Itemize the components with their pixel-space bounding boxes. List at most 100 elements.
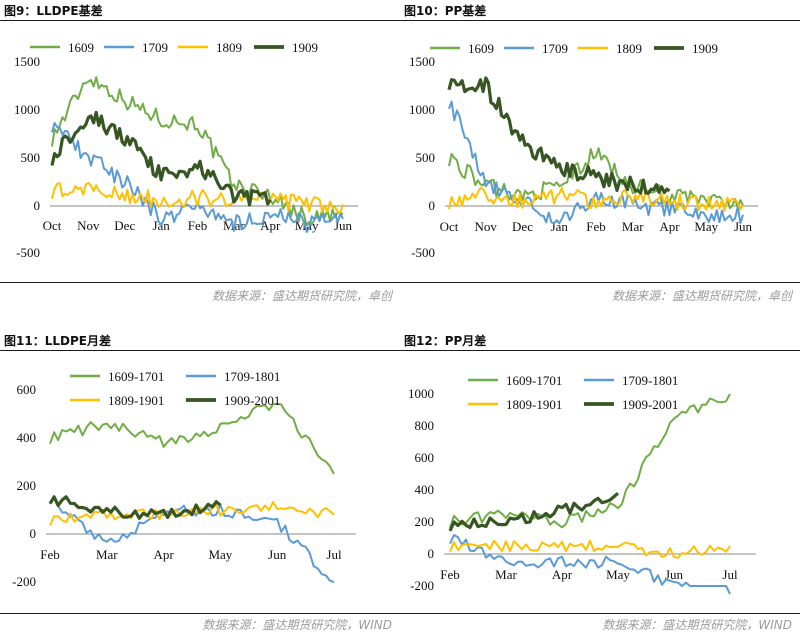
y-tick-label: 600 <box>17 382 37 397</box>
title-rule <box>0 350 400 351</box>
x-tick-label: Nov <box>475 219 498 234</box>
series-line <box>449 393 731 529</box>
title-rule <box>400 350 800 351</box>
x-tick-label: Mar <box>96 547 118 562</box>
series-line <box>449 539 731 559</box>
y-tick-label: -200 <box>12 574 36 589</box>
title-rule <box>400 20 800 21</box>
legend-label: 1709 <box>542 41 568 56</box>
x-tick-label: Mar <box>495 567 517 582</box>
y-tick-label: 0 <box>428 546 435 561</box>
x-tick-label: May <box>208 547 232 562</box>
y-tick-label: 400 <box>415 482 435 497</box>
y-tick-label: 0 <box>429 198 436 213</box>
series-line <box>51 181 344 214</box>
panel-lldpe-spread: 图11：LLDPE月差 600 400 200 0 -200 Feb Mar Apr May Ju… <box>0 318 400 636</box>
y-tick-label: 600 <box>415 450 435 465</box>
y-tick-label: 200 <box>17 478 37 493</box>
series-line <box>51 76 344 227</box>
series-line <box>48 495 222 520</box>
legend-label: 1909 <box>292 40 318 55</box>
legend-label: 1809 <box>616 41 642 56</box>
y-tick-label: 1000 <box>14 102 40 117</box>
x-tick-label: Dec <box>512 219 533 234</box>
panel-lldpe-basis: 图9：LLDPE基差 1500 1000 500 0 -500 Oct Nov Dec Jan F… <box>0 0 400 318</box>
chart-svg: 600 400 200 0 -200 Feb Mar Apr May Jun Jul 1609-170… <box>12 369 356 589</box>
y-tick-label: 500 <box>21 150 41 165</box>
x-tick-label: Oct <box>43 218 62 233</box>
panel-pp-basis: 图10：PP基差 1500 1000 500 0 -500 Oct Nov Dec Jan Feb… <box>400 0 800 318</box>
x-tick-label: May <box>694 219 718 234</box>
y-tick-label: -500 <box>411 245 435 260</box>
x-tick-label: Feb <box>188 218 208 233</box>
source-note: 数据来源：盛达期货研究院，WIND <box>602 618 792 632</box>
chart-title: 图9：LLDPE基差 <box>4 4 103 18</box>
y-tick-label: -200 <box>410 578 434 593</box>
series-line <box>49 501 335 526</box>
x-tick-label: Feb <box>586 219 606 234</box>
x-tick-label: Dec <box>114 218 135 233</box>
series-line <box>448 186 744 212</box>
x-tick-label: Apr <box>552 567 573 582</box>
legend-label: 1909-2001 <box>224 393 280 408</box>
x-tick-label: Jul <box>326 547 342 562</box>
legend-label: 1809-1901 <box>506 397 562 412</box>
y-tick-label: 200 <box>415 514 435 529</box>
x-tick-label: Feb <box>440 567 460 582</box>
legend-label: 1909-2001 <box>622 397 678 412</box>
legend-label: 1709-1801 <box>622 373 678 388</box>
series-line <box>448 100 744 225</box>
x-tick-label: Jul <box>722 567 738 582</box>
x-tick-label: Jun <box>734 219 753 234</box>
y-tick-label: 0 <box>34 198 41 213</box>
x-tick-label: Mar <box>622 219 644 234</box>
y-tick-label: 1500 <box>409 54 435 69</box>
legend-label: 1609 <box>68 40 94 55</box>
legend-label: 1709 <box>142 40 168 55</box>
legend-label: 1809-1901 <box>108 393 164 408</box>
x-tick-label: Jun <box>268 547 287 562</box>
series-line <box>447 76 671 195</box>
y-tick-label: 500 <box>416 150 436 165</box>
y-tick-label: 0 <box>30 526 37 541</box>
y-tick-label: 1000 <box>409 102 435 117</box>
plot-group: 600 400 200 0 -200 Feb Mar Apr May Jun Jul 1609-170… <box>12 369 356 589</box>
series-line <box>49 402 335 475</box>
y-tick-label: 1000 <box>408 386 434 401</box>
x-tick-label: Feb <box>40 547 60 562</box>
x-tick-label: Apr <box>153 547 174 562</box>
chart-title: 图11：LLDPE月差 <box>4 334 111 348</box>
plot-group: 1000 800 600 400 200 0 -200 Feb Mar Apr May Jun Jul 1… <box>408 373 756 595</box>
source-rule <box>0 282 400 283</box>
source-rule <box>0 613 400 614</box>
chart-title: 图10：PP基差 <box>404 4 487 18</box>
legend-label: 1709-1801 <box>224 369 280 384</box>
source-rule <box>400 282 800 283</box>
y-tick-label: 400 <box>17 430 37 445</box>
source-note: 数据来源：盛达期货研究院，卓创 <box>211 289 392 303</box>
title-rule <box>0 20 400 21</box>
legend-label: 1609-1701 <box>506 373 562 388</box>
legend-label: 1609 <box>468 41 494 56</box>
legend-label: 1909 <box>692 41 718 56</box>
x-tick-label: Oct <box>440 219 459 234</box>
x-tick-label: May <box>606 567 630 582</box>
source-note: 数据来源：盛达期货研究院，卓创 <box>611 289 792 303</box>
panel-pp-spread: 图12：PP月差 1000 800 600 400 200 0 -200 Feb Mar Apr M… <box>400 318 800 636</box>
series-line <box>449 534 731 595</box>
source-note: 数据来源：盛达期货研究院，WIND <box>202 618 392 632</box>
y-tick-label: -500 <box>16 245 40 260</box>
source-rule <box>400 613 800 614</box>
x-tick-label: Apr <box>260 218 281 233</box>
x-tick-label: Apr <box>659 219 680 234</box>
legend-label: 1809 <box>216 40 242 55</box>
y-tick-label: 1500 <box>14 54 40 69</box>
x-tick-label: Jun <box>665 567 684 582</box>
series-line <box>50 110 272 207</box>
y-tick-label: 800 <box>415 418 435 433</box>
series-line <box>448 491 620 532</box>
